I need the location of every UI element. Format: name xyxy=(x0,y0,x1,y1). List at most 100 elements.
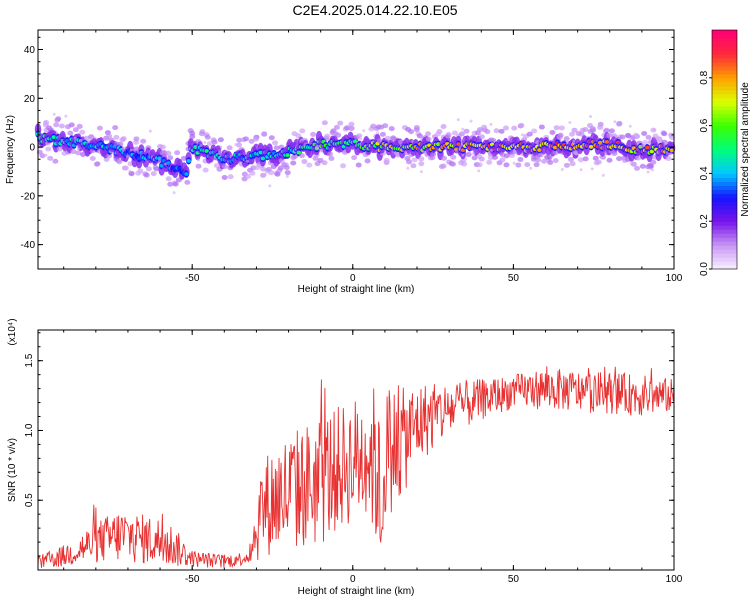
heatmap-cell xyxy=(406,159,413,165)
heatmap-cell xyxy=(440,163,447,169)
heatmap-cell xyxy=(418,161,425,167)
heatmap-cell xyxy=(569,161,576,167)
heatmap-cell xyxy=(464,157,468,161)
heatmap-cell xyxy=(518,122,525,128)
heatmap-cell xyxy=(603,127,610,133)
heatmap-cell xyxy=(529,166,533,170)
heatmap-cell xyxy=(258,150,263,155)
heatmap-cell xyxy=(568,120,572,124)
heatmap-cell xyxy=(582,126,589,132)
heatmap-cell xyxy=(204,149,209,153)
heatmap-cell xyxy=(458,131,465,137)
colorbar-step xyxy=(712,125,737,131)
heatmap-cell xyxy=(376,131,380,135)
heatmap-cell xyxy=(261,131,268,137)
heatmap-cell xyxy=(425,131,432,137)
heatmap-cell xyxy=(642,139,649,145)
heatmap-cell xyxy=(55,120,59,124)
colorbar-step xyxy=(712,133,737,139)
heatmap-cell xyxy=(639,163,646,169)
heatmap-cell xyxy=(379,131,386,137)
heatmap-cell xyxy=(268,135,275,141)
colorbar-step xyxy=(712,225,737,230)
heatmap-cell xyxy=(552,145,558,150)
colorbar-step xyxy=(712,65,737,71)
heatmap-cell xyxy=(351,155,358,161)
colorbar-step xyxy=(712,241,737,246)
heatmap-cell xyxy=(669,148,675,153)
heatmap-cell xyxy=(645,134,652,140)
colorbar-step xyxy=(712,205,737,210)
heatmap-cell xyxy=(76,147,80,151)
x-tick-label: 50 xyxy=(508,574,520,585)
heatmap-cell xyxy=(44,153,48,157)
heatmap-cell xyxy=(382,123,389,129)
heatmap-cell xyxy=(236,137,243,143)
heatmap-cell xyxy=(322,160,326,164)
heatmap-cell xyxy=(517,156,524,162)
heatmap-cell xyxy=(531,128,538,134)
heatmap-cell xyxy=(145,166,152,172)
y-tick-label: 20 xyxy=(24,94,36,105)
heatmap-cell xyxy=(113,158,117,162)
colorbar-step xyxy=(712,121,737,127)
heatmap-cell xyxy=(52,158,59,164)
colorbar-step xyxy=(712,81,737,87)
heatmap-cell xyxy=(558,125,565,131)
heatmap-cell xyxy=(406,166,410,170)
colorbar-step xyxy=(712,69,737,75)
heatmap-cell xyxy=(184,172,189,176)
spectrogram-ticks: -50 0 50 100 -40 -20 0 20 40 xyxy=(21,30,683,284)
heatmap-cell xyxy=(629,161,633,165)
spectrogram-frame xyxy=(37,29,675,270)
heatmap-cell xyxy=(578,131,585,137)
heatmap-cell xyxy=(248,138,255,144)
heatmap-cell xyxy=(268,170,275,176)
heatmap-cell xyxy=(73,136,77,140)
heatmap-cell xyxy=(606,157,613,163)
colorbar-step xyxy=(712,153,737,159)
colorbar-step xyxy=(712,181,737,186)
y-tick-label: 0 xyxy=(29,143,35,154)
heatmap-cell xyxy=(136,156,142,161)
heatmap-cell xyxy=(616,121,623,127)
colorbar-step xyxy=(712,213,737,218)
colorbar-step xyxy=(712,245,737,250)
colorbar-step xyxy=(712,265,737,270)
heatmap-cell xyxy=(652,128,656,132)
colorbar-step xyxy=(712,257,737,262)
heatmap-cell xyxy=(117,141,124,147)
heatmap-cell xyxy=(590,167,594,171)
heatmap-cell xyxy=(388,126,395,132)
heatmap-cell xyxy=(244,173,251,179)
heatmap-cell xyxy=(348,121,355,127)
heatmap-cell xyxy=(634,165,641,171)
colorbar-step xyxy=(712,53,737,59)
heatmap-cell xyxy=(665,155,672,161)
heatmap-cell xyxy=(122,165,129,171)
heatmap-cell xyxy=(537,152,544,158)
heatmap-cell xyxy=(589,125,596,131)
heatmap-cell xyxy=(359,137,363,141)
heatmap-cell xyxy=(137,168,144,174)
colorbar-step xyxy=(712,185,737,190)
heatmap-cell xyxy=(641,130,648,136)
heatmap-cell xyxy=(96,125,103,131)
heatmap-cell xyxy=(336,133,340,137)
heatmap-cell xyxy=(75,150,82,156)
y-tick-label: 0.5 xyxy=(24,493,35,507)
heatmap-cell xyxy=(549,130,556,136)
x-tick-label: 50 xyxy=(508,273,520,284)
heatmap-cell xyxy=(298,153,305,159)
heatmap-cell xyxy=(456,118,460,122)
heatmap-cell xyxy=(560,167,564,171)
y-tick-label: 40 xyxy=(24,45,36,56)
heatmap-cell xyxy=(451,130,458,136)
heatmap-cell xyxy=(535,157,542,163)
heatmap-cell xyxy=(324,133,331,139)
heatmap-cell xyxy=(411,157,418,163)
colorbar-gradient xyxy=(712,30,737,270)
heatmap-cell xyxy=(79,129,86,135)
colorbar-step xyxy=(712,209,737,214)
snr-panel: -50 0 50 100 0.5 1.0 1.5 Height of straight li… xyxy=(7,318,683,597)
